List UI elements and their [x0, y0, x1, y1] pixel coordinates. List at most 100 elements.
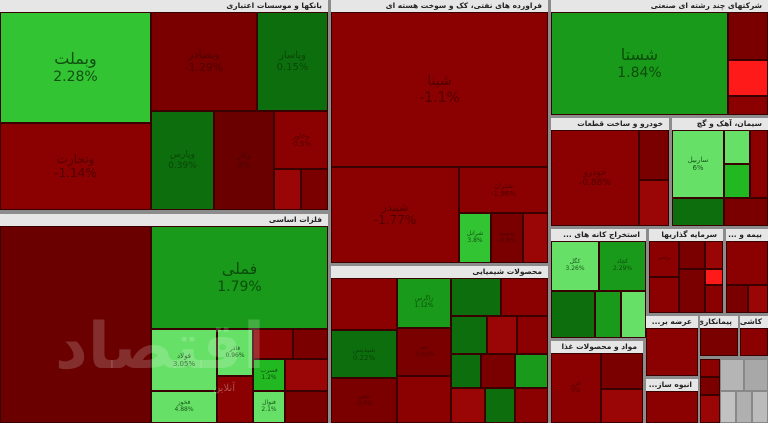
- tile-chem-b[interactable]: [451, 278, 501, 316]
- tile-realestate-a[interactable]: [646, 391, 698, 423]
- tile-inv-b[interactable]: [705, 269, 723, 285]
- tile-ins-c[interactable]: [748, 285, 768, 313]
- tile-misc-c[interactable]: [700, 395, 720, 423]
- tile-metals-c[interactable]: [285, 359, 328, 391]
- tile-ghazar[interactable]: غزر 0%: [551, 353, 601, 423]
- tile-femeli[interactable]: فملی 1.79%: [151, 226, 328, 329]
- tile-inv-d[interactable]: [649, 277, 679, 313]
- tile-vtejarat[interactable]: وتجارت -1.14%: [0, 123, 151, 210]
- sector-realestate: انبوه ساز...: [646, 379, 698, 423]
- tile-metals-b[interactable]: [293, 329, 328, 359]
- tile-misc-f[interactable]: [720, 391, 736, 423]
- tile-chem-f[interactable]: [517, 316, 548, 354]
- sector-cement: سیمان، آهک و گچ ساربیل 6%: [672, 118, 768, 226]
- tile-fkhooz[interactable]: فخوز 4.88%: [151, 391, 217, 423]
- tile-foolad[interactable]: فولاد 3.05%: [151, 329, 217, 391]
- tile-chem-shfan[interactable]: شفن -0.9%: [331, 378, 397, 423]
- tile-contractors-a[interactable]: [700, 328, 738, 356]
- tile-shranol[interactable]: شرانل 3.8%: [459, 213, 491, 263]
- tile-vghadir[interactable]: وغدیر: [649, 241, 679, 277]
- tile-inv-e[interactable]: [679, 269, 705, 313]
- tile-chem-a[interactable]: [331, 278, 397, 330]
- sector-contractors-header: پیمانکاری: [700, 316, 738, 328]
- tile-vkhavar[interactable]: وکار 0%: [214, 111, 274, 210]
- tile-shapna[interactable]: شپنا -1.1%: [331, 12, 548, 167]
- tile-food-a[interactable]: [601, 353, 643, 389]
- sector-tiles-header: کاشی...: [740, 316, 768, 328]
- tile-misc-e[interactable]: [744, 359, 768, 391]
- sector-holdings: شرکتهای چند رشته ای صنعتی شستا 1.84%: [551, 0, 768, 115]
- tile-auto-a[interactable]: [639, 130, 669, 180]
- tile-vpasar[interactable]: وپاسار 0.15%: [257, 12, 328, 111]
- tile-small-b3[interactable]: [301, 169, 328, 210]
- tile-metals-e[interactable]: [285, 391, 328, 423]
- tile-cement-e[interactable]: [724, 198, 768, 226]
- tile-chem-h[interactable]: [451, 354, 481, 388]
- tile-misc-h[interactable]: [752, 391, 768, 423]
- tile-small-m1[interactable]: فاذر 0.96%: [217, 329, 253, 376]
- tile-holdings-b[interactable]: [728, 60, 768, 96]
- tile-chem-shpdis[interactable]: شپدیس 0.22%: [331, 330, 397, 378]
- tile-shbandar[interactable]: شبندر -1.77%: [331, 167, 459, 263]
- tile-misc-b[interactable]: [700, 377, 720, 395]
- tile-chem-zagros[interactable]: زاگرس 1.12%: [397, 278, 451, 328]
- tile-tiles-a[interactable]: [740, 328, 768, 356]
- tile-vparsian[interactable]: وپارس 0.39%: [151, 111, 214, 210]
- tile-misc-d[interactable]: [720, 359, 744, 391]
- tile-chem-m[interactable]: [515, 388, 548, 423]
- tile-holdings-c[interactable]: [728, 96, 768, 115]
- tile-chem-d[interactable]: [451, 316, 487, 354]
- tile-chem-jam[interactable]: جم -0.61%: [397, 328, 451, 376]
- tile-cement-d[interactable]: [672, 198, 724, 226]
- sector-mining: استخراج کانه های ... کگل 3.26% کچاد 2.29…: [551, 229, 646, 338]
- tile-metals-a[interactable]: [253, 329, 293, 359]
- tile-metals-d[interactable]: [217, 376, 253, 423]
- tile-chem-i[interactable]: [481, 354, 515, 388]
- tile-small-m3[interactable]: فنوال 2.1%: [253, 391, 285, 423]
- tile-small-m2[interactable]: فسرب 1.2%: [253, 359, 285, 391]
- tile-mining-c[interactable]: [621, 291, 646, 338]
- tile-chem-c[interactable]: [501, 278, 548, 316]
- tile-kchad[interactable]: کچاد 2.29%: [599, 241, 646, 291]
- tile-cement-b[interactable]: [724, 164, 750, 198]
- tile-small-b1[interactable]: وخاور -0.5%: [274, 111, 328, 169]
- sector-investment: سرمایه گذاریها وغدیر: [649, 229, 723, 313]
- tile-ins-a[interactable]: [726, 241, 768, 285]
- tile-sesfahan[interactable]: ساربیل 6%: [672, 130, 724, 198]
- tile-misc-g[interactable]: [736, 391, 752, 423]
- tile-supply-a[interactable]: [646, 328, 698, 376]
- sector-insurance-header: بیمه و ...: [726, 229, 768, 241]
- tile-food-b[interactable]: [601, 389, 643, 423]
- tile-vsepah[interactable]: وبصادر -1.29%: [151, 12, 257, 111]
- tile-ins-b[interactable]: [726, 285, 748, 313]
- tile-misc-a[interactable]: [700, 359, 720, 377]
- tile-chem-e[interactable]: [487, 316, 517, 354]
- tile-khodro[interactable]: خودرو -0.88%: [551, 130, 639, 226]
- sector-refinery-header: فراورده های نفتی، کک و سوخت هسته ای: [331, 0, 548, 12]
- tile-cement-c[interactable]: [750, 130, 768, 198]
- tile-chem-j[interactable]: [515, 354, 548, 388]
- sector-metals-header: فلزات اساسی: [0, 214, 328, 226]
- tile-chem-k[interactable]: [451, 388, 485, 423]
- tile-shasta[interactable]: شستا 1.84%: [551, 12, 728, 115]
- tile-inv-a[interactable]: [679, 241, 705, 269]
- tile-refinery-small[interactable]: [523, 213, 548, 263]
- sector-tiles: کاشی...: [740, 316, 768, 356]
- tile-inv-f[interactable]: [705, 285, 723, 313]
- tile-chem-l[interactable]: [485, 388, 515, 423]
- tile-metals-big-red[interactable]: [0, 226, 151, 423]
- tile-small-b2[interactable]: [274, 169, 301, 210]
- sector-banks: بانکها و موسسات اعتباری وبملت 2.28% وبصا…: [0, 0, 328, 210]
- tile-cement-a[interactable]: [724, 130, 750, 164]
- tile-shtran[interactable]: شتران -1.96%: [459, 167, 548, 213]
- tile-inv-c[interactable]: [705, 241, 723, 269]
- tile-holdings-a[interactable]: [728, 12, 768, 60]
- tile-mining-b[interactable]: [595, 291, 621, 338]
- sector-supply: عرضه بر...: [646, 316, 698, 376]
- tile-vbmellat[interactable]: وبملت 2.28%: [0, 12, 151, 123]
- tile-shesfa[interactable]: شسپا -0.8%: [491, 213, 523, 263]
- tile-auto-b[interactable]: [639, 180, 669, 226]
- tile-chem-g[interactable]: [397, 376, 451, 423]
- tile-mining-a[interactable]: [551, 291, 595, 338]
- tile-kgol[interactable]: کگل 3.26%: [551, 241, 599, 291]
